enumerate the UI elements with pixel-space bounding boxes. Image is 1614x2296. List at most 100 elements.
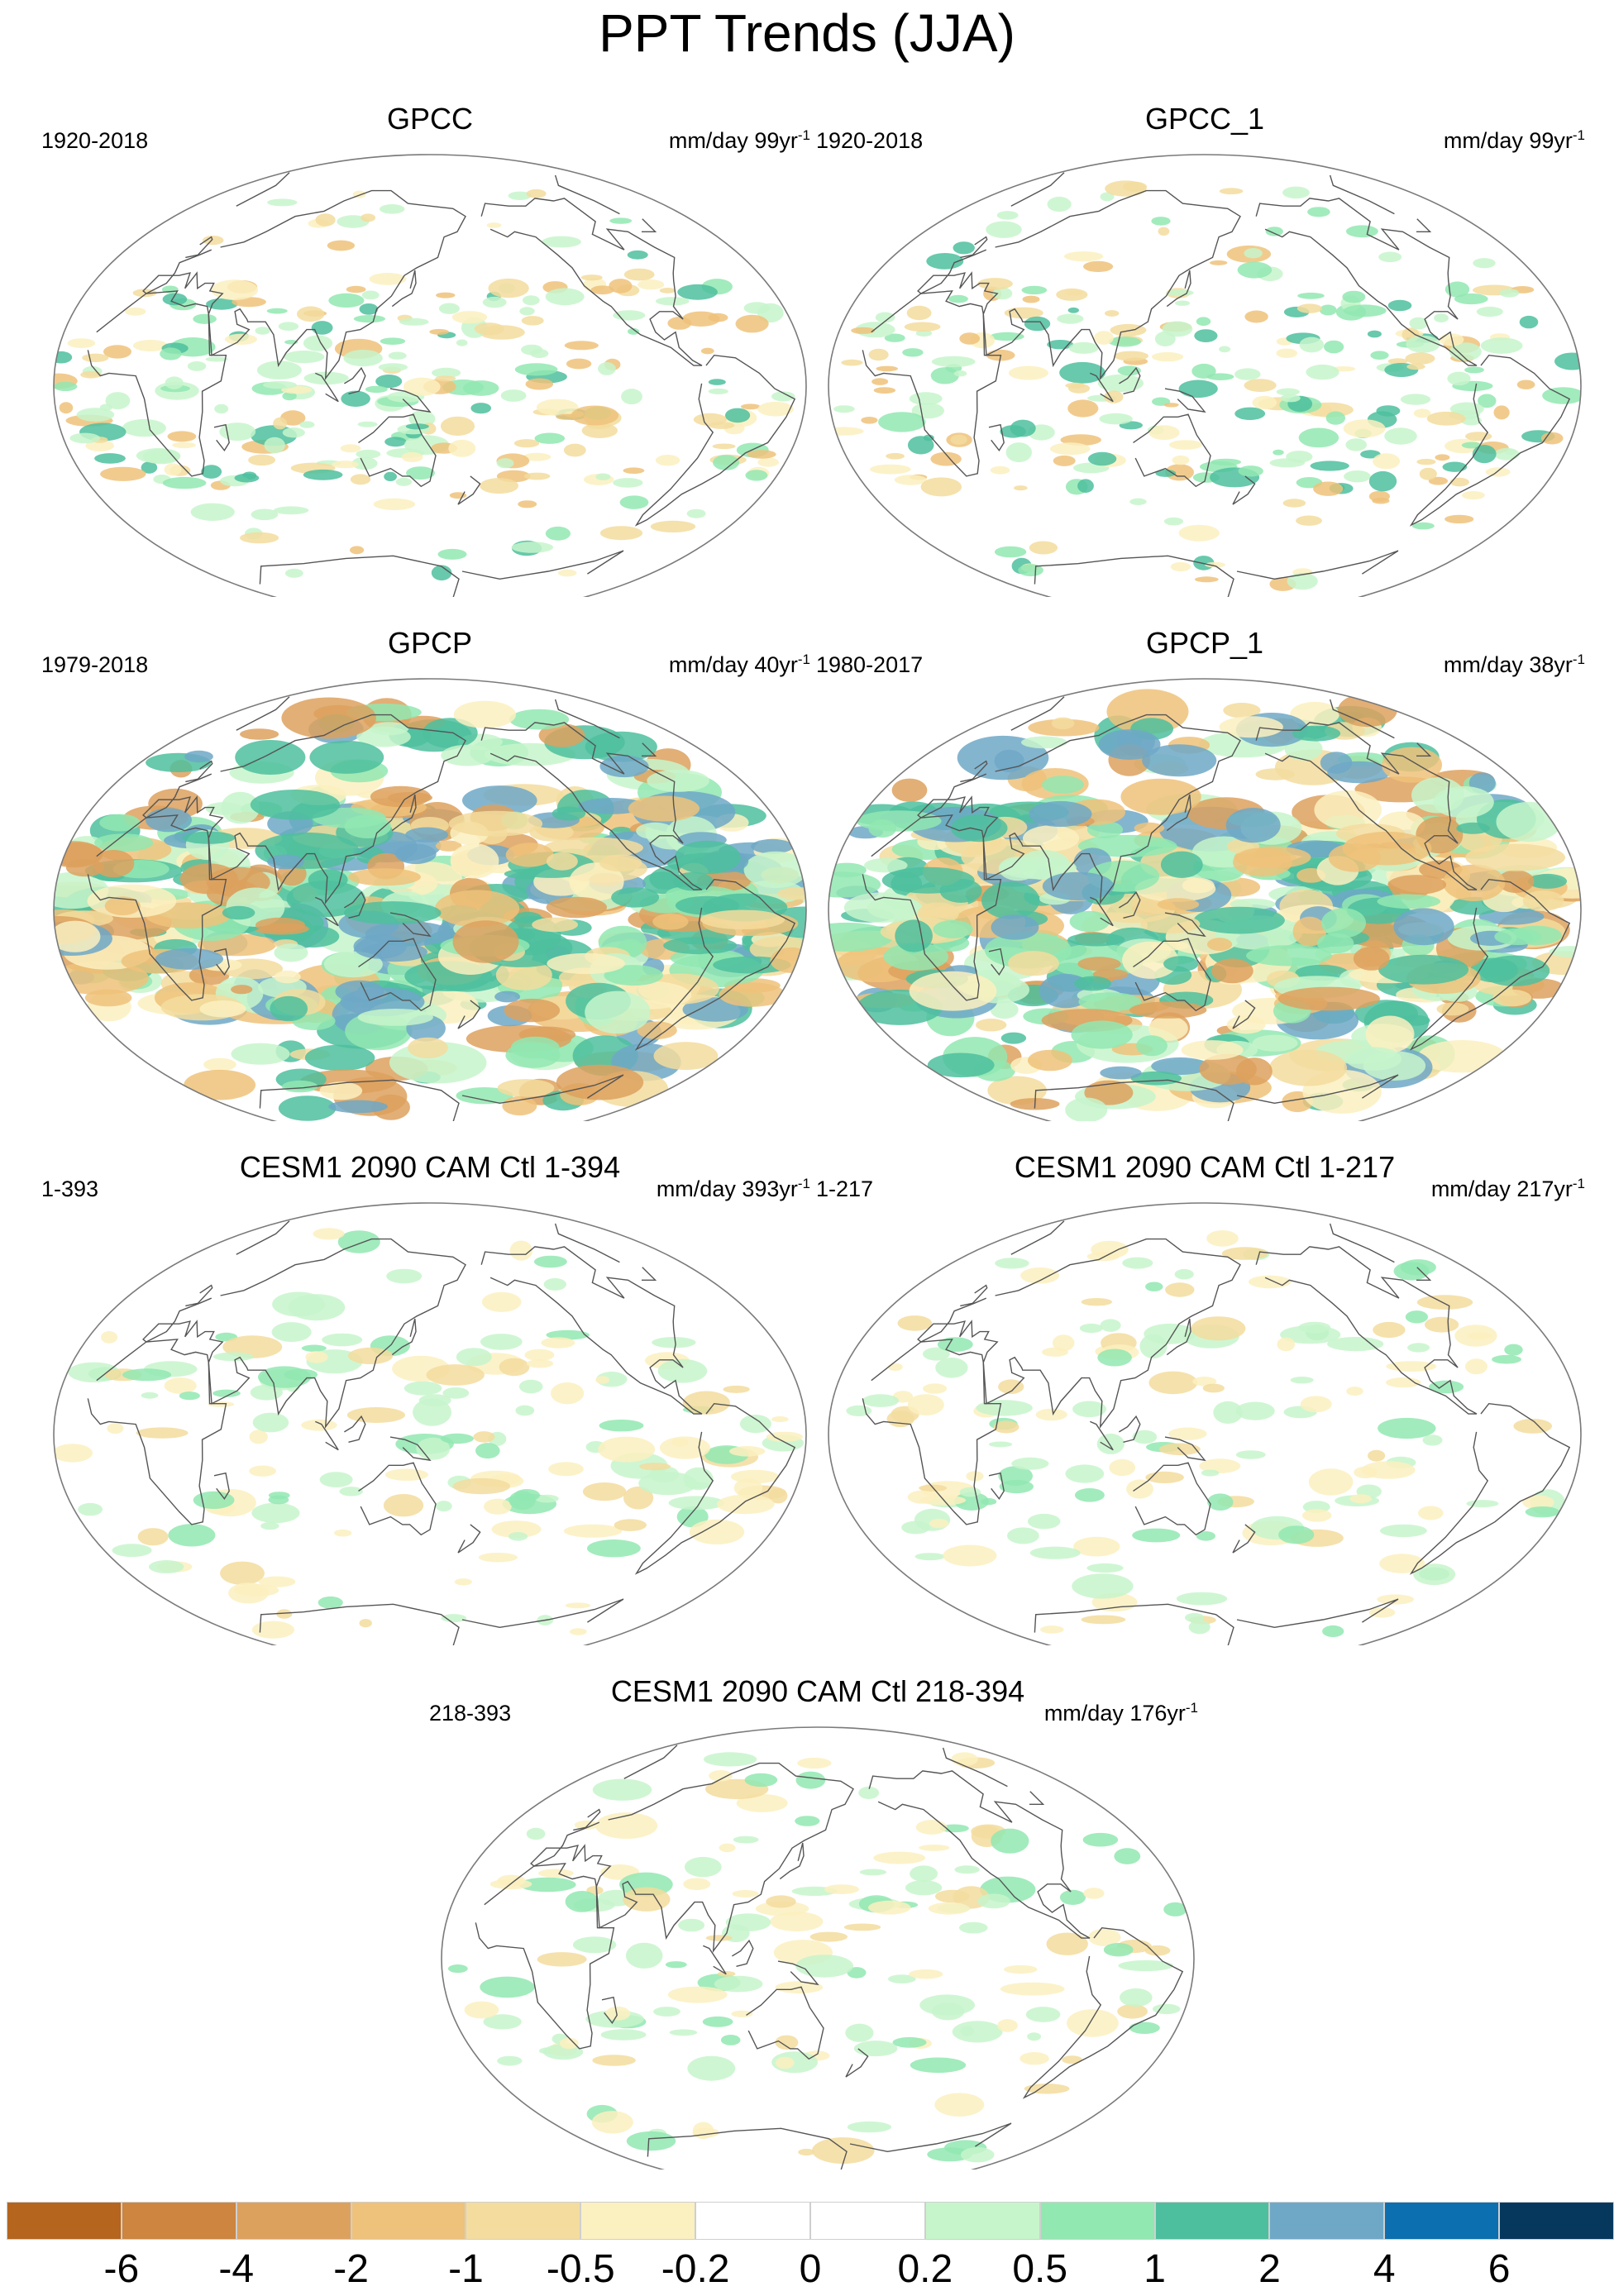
trend-patch <box>274 943 308 962</box>
trend-patch <box>1169 440 1202 450</box>
panel-units: mm/day 99yr-1 <box>1444 122 1585 154</box>
colorbar-tick-label: 2 <box>1258 2247 1281 2291</box>
trend-patch <box>657 1358 708 1383</box>
coastline-madagascar <box>601 1996 618 2025</box>
trend-patch <box>137 1528 169 1546</box>
trend-patch <box>429 328 449 335</box>
trend-patch <box>1081 1615 1126 1625</box>
trend-patch <box>1194 576 1219 583</box>
trend-patch <box>304 1044 375 1072</box>
trend-patch <box>379 204 405 214</box>
trend-patch <box>1126 1479 1153 1499</box>
coastline-australia <box>1133 413 1211 488</box>
trend-patch <box>1202 1383 1225 1393</box>
trend-patch <box>361 290 380 300</box>
trend-patch <box>1100 1319 1121 1332</box>
trend-patch <box>1316 933 1354 954</box>
trend-patch <box>1314 790 1382 830</box>
unit-text: mm/day 99yr <box>1443 128 1573 153</box>
trend-patch <box>709 1770 733 1782</box>
trend-patch <box>251 1621 294 1639</box>
trend-patch <box>406 466 435 480</box>
trend-patch <box>435 375 456 382</box>
trend-patch <box>933 919 973 938</box>
trend-patch <box>731 2010 753 2017</box>
trend-patch <box>613 478 643 488</box>
trend-patch <box>1067 399 1099 418</box>
colorbar-box <box>1269 2202 1385 2240</box>
trend-patch <box>80 370 102 379</box>
trend-patch <box>605 2006 631 2021</box>
coastline-antarctica <box>259 1074 624 1121</box>
map-svg <box>828 678 1582 1121</box>
trend-patch <box>1027 1513 1061 1530</box>
trend-patch <box>1276 348 1297 358</box>
trend-patch <box>94 453 126 464</box>
trend-patch <box>1313 481 1344 496</box>
trend-patch <box>678 1918 705 1932</box>
trend-patch <box>990 1000 1019 1019</box>
trend-patch <box>1429 1380 1464 1394</box>
trend-patch <box>365 385 388 394</box>
trend-patch <box>655 297 690 306</box>
trend-patch <box>598 1436 656 1463</box>
trend-patch <box>1292 916 1327 947</box>
trend-patch <box>1234 407 1266 420</box>
trend-patch <box>351 456 378 470</box>
unit-exponent: -1 <box>797 127 810 143</box>
trend-patch <box>563 1524 623 1538</box>
trend-patch <box>203 1057 236 1072</box>
trend-patch <box>884 333 905 342</box>
trend-patch <box>847 2121 891 2133</box>
panel-units: mm/day 217yr-1 <box>1431 1171 1585 1202</box>
trend-patch <box>1192 1377 1217 1387</box>
panel-title: GPCC <box>386 102 473 136</box>
coastline-japan <box>1166 270 1191 308</box>
trend-patch <box>1163 956 1199 972</box>
trend-patch <box>534 1255 567 1268</box>
trend-patch <box>909 971 997 1011</box>
trend-patch <box>858 1786 880 1799</box>
trend-patch <box>403 377 441 396</box>
trend-patch <box>1442 461 1468 472</box>
trend-patch <box>1226 1015 1266 1034</box>
trend-patch <box>1094 331 1114 345</box>
trend-patch <box>1073 1536 1120 1557</box>
trend-patch <box>311 321 333 335</box>
map-boundary <box>828 678 1582 1121</box>
trend-patch <box>638 1472 698 1496</box>
trend-patch <box>883 943 948 971</box>
trend-patch <box>1461 491 1485 500</box>
trend-patch <box>833 405 855 413</box>
trend-patch <box>1206 1230 1239 1247</box>
trend-patch <box>1297 292 1325 299</box>
trend-patch <box>571 405 619 426</box>
trend-patch <box>591 2111 633 2134</box>
coastline-africa <box>87 814 227 1001</box>
trend-patch <box>1413 408 1431 418</box>
trend-patch <box>1059 1889 1086 1905</box>
coastline-borneo <box>1119 890 1141 919</box>
trend-patch <box>190 503 235 521</box>
trend-patch <box>473 1431 495 1443</box>
trend-patch <box>1219 346 1231 353</box>
trend-patch <box>270 995 308 1022</box>
trend-patch <box>369 273 407 285</box>
trend-patch <box>987 1076 1047 1105</box>
panel-units: mm/day 176yr-1 <box>1044 1695 1198 1726</box>
trend-patch <box>530 349 549 358</box>
trend-patch <box>341 390 370 407</box>
trend-patch <box>1416 458 1436 465</box>
trend-patch <box>474 322 504 336</box>
trend-patch <box>768 1488 788 1504</box>
trend-patch <box>1098 729 1161 760</box>
trend-patch <box>1301 1509 1332 1522</box>
trend-patch <box>653 2007 680 2017</box>
coastline-new-guinea <box>1164 1436 1206 1462</box>
trend-patch <box>435 890 520 928</box>
trend-patch <box>1185 1612 1205 1623</box>
trend-patch <box>1057 313 1084 324</box>
trend-patch <box>1132 1528 1181 1543</box>
trend-patch <box>441 744 494 766</box>
colorbar-box <box>1384 2202 1500 2240</box>
